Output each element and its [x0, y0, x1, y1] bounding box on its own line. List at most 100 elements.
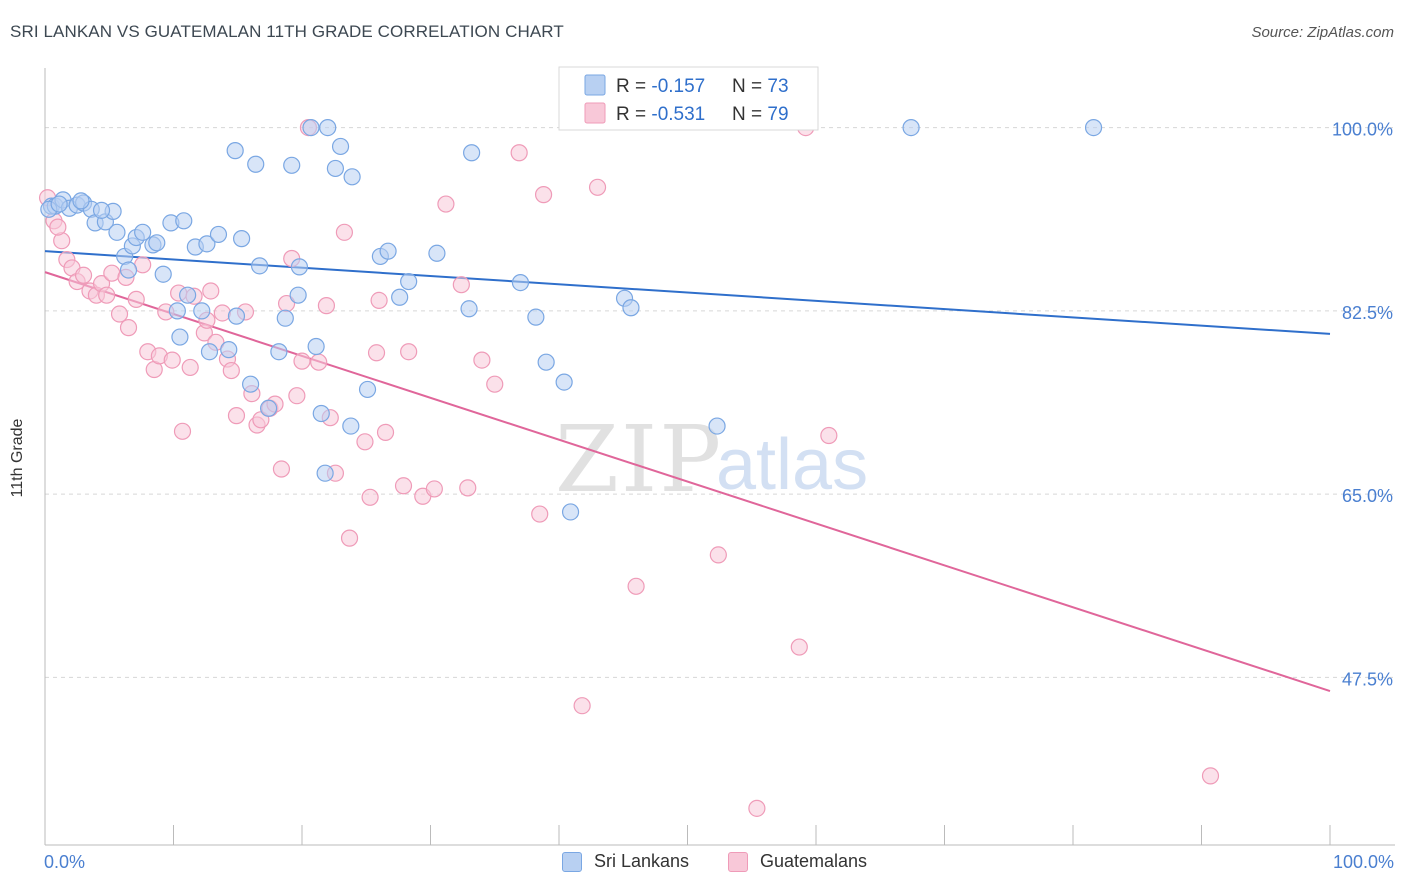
- sri-lankans-point-10: [108, 223, 126, 241]
- sri-lankans-point-58: [463, 144, 481, 162]
- sri-lankans-point-42: [302, 119, 320, 137]
- legend-bottom: Sri Lankans Guatemalans: [0, 851, 1406, 879]
- source-label: Source: ZipAtlas.com: [1251, 24, 1394, 41]
- sri-lankans-point-35: [226, 142, 244, 160]
- guatemalans-point-66: [510, 144, 528, 162]
- sri-lankans-point-28: [209, 225, 228, 244]
- guatemalans-point-57: [394, 477, 413, 495]
- guatemalans-point-71: [627, 577, 645, 595]
- sri-lankans-point-30: [227, 307, 246, 325]
- sri-lankans-point-32: [242, 375, 260, 393]
- sri-lankans-point-55: [400, 272, 418, 291]
- legend-bottom-swatch-pink: [728, 851, 748, 872]
- sri-lankans-point-40: [289, 286, 307, 304]
- sri-lankans-point-63: [561, 503, 580, 521]
- sri-lankans-point-43: [307, 337, 325, 356]
- sri-lankans-point-50: [343, 168, 361, 186]
- watermark: ZIP atlas: [555, 406, 868, 513]
- guatemalans-point-43: [288, 387, 306, 405]
- guatemalans-point-40: [272, 460, 291, 478]
- guatemalans-point-28: [202, 282, 220, 300]
- legend-bottom-label-2: Guatemalans: [760, 851, 868, 871]
- guatemalans-point-76: [820, 426, 838, 445]
- guatemalans-point-12: [110, 305, 129, 323]
- y-tick-label-2: 82.5%: [1342, 303, 1393, 323]
- sri-lankans-point-51: [358, 380, 377, 399]
- sri-lankans-point-72: [50, 195, 68, 213]
- legend-bottom-swatch-blue: [562, 851, 582, 872]
- sri-lankans-point-67: [902, 119, 920, 137]
- sri-lankans-point-46: [319, 119, 337, 137]
- guatemalans-point-77: [1201, 767, 1220, 785]
- guatemalans-point-30: [213, 304, 231, 322]
- guatemalans-point-72: [709, 546, 727, 564]
- sri-lankans-point-26: [198, 235, 216, 253]
- sri-lankans-point-39: [283, 156, 301, 174]
- legend-bottom-label-1: Sri Lankans: [594, 851, 690, 871]
- sri-lankans-point-44: [312, 404, 330, 423]
- legend-n-value-1: 73: [767, 76, 788, 97]
- trend-line-guatemalans: [44, 271, 1331, 692]
- sri-lankans-point-45: [316, 464, 334, 482]
- y-tick-labels: 47.5% 65.0% 82.5% 100.0%: [1332, 120, 1393, 690]
- legend-top: R = -0.157 N = 73 R = -0.531 N = 79: [558, 66, 819, 131]
- legend-r-value-2: -0.531: [651, 104, 705, 125]
- guatemalans-point-14: [119, 319, 138, 337]
- guatemalans-point-53: [361, 488, 379, 506]
- guatemalans-point-51: [340, 529, 359, 547]
- guatemalans-point-62: [452, 276, 470, 294]
- guatemalans-point-32: [222, 361, 240, 380]
- sri-lankans-point-23: [179, 286, 197, 304]
- guatemalans-point-63: [459, 479, 477, 497]
- sri-lankans-point-60: [527, 308, 545, 326]
- sri-lankans-point-54: [391, 288, 409, 306]
- sri-lankans-point-41: [290, 258, 309, 276]
- guatemalans-point-60: [425, 480, 443, 498]
- sri-lankans-point-61: [537, 353, 555, 371]
- sri-lankans-point-57: [460, 300, 478, 318]
- guatemalans-point-11: [103, 264, 121, 282]
- guatemalans-point-52: [356, 433, 374, 451]
- legend-bottom-guatemalans: Guatemalans: [728, 851, 867, 872]
- y-tick-label-0: 47.5%: [1342, 669, 1393, 689]
- guatemalans-point-70: [588, 178, 607, 196]
- sri-lankans-point-48: [331, 137, 350, 156]
- sri-lankans-point-53: [379, 242, 397, 260]
- sri-lankans-point-18: [154, 265, 172, 283]
- svg-text:N = 79: N = 79: [732, 104, 789, 125]
- legend-r-label-1: R =: [616, 76, 651, 97]
- svg-text:R = -0.531: R = -0.531: [616, 104, 705, 125]
- guatemalans-point-78: [49, 218, 67, 236]
- guatemalans-point-44: [293, 352, 311, 370]
- sri-lankans-point-20: [168, 302, 186, 320]
- sri-lankans-point-38: [276, 309, 294, 327]
- guatemalans-point-47: [317, 297, 336, 315]
- guatemalans-point-74: [790, 638, 808, 656]
- legend-bottom-sri-lankans: Sri Lankans: [562, 851, 689, 872]
- guatemalans-point-68: [534, 186, 553, 204]
- guatemalans-point-21: [163, 351, 181, 369]
- y-tick-label-3: 100.0%: [1332, 120, 1393, 140]
- sri-lankans-point-36: [259, 399, 278, 417]
- guatemalans-point-73: [748, 799, 766, 817]
- guatemalans-point-50: [335, 223, 354, 241]
- guatemalans-point-46: [310, 353, 328, 371]
- legend-r-label-2: R =: [616, 104, 651, 125]
- sri-lankans-point-47: [326, 159, 345, 178]
- svg-text:N = 73: N = 73: [732, 76, 789, 97]
- legend-r-value-1: -0.157: [651, 76, 705, 97]
- chart-title: SRI LANKAN VS GUATEMALAN 11TH GRADE CORR…: [10, 22, 564, 41]
- x-tick-label-min: 0.0%: [44, 852, 86, 872]
- legend-n-label-1: N =: [732, 76, 767, 97]
- sri-lankans-point-12: [119, 261, 138, 279]
- sri-lankans-point-37: [270, 343, 288, 361]
- sri-lankans-point-15: [134, 223, 152, 241]
- legend-swatch-guatemalans: [584, 102, 606, 124]
- legend-swatch-sri-lankans: [584, 74, 606, 96]
- guatemalans-point-6: [74, 266, 93, 284]
- sri-lankans-point-71: [92, 201, 111, 219]
- y-tick-label-1: 65.0%: [1342, 486, 1393, 506]
- sri-lankans-point-66: [708, 417, 726, 435]
- watermark-atlas: atlas: [716, 425, 868, 505]
